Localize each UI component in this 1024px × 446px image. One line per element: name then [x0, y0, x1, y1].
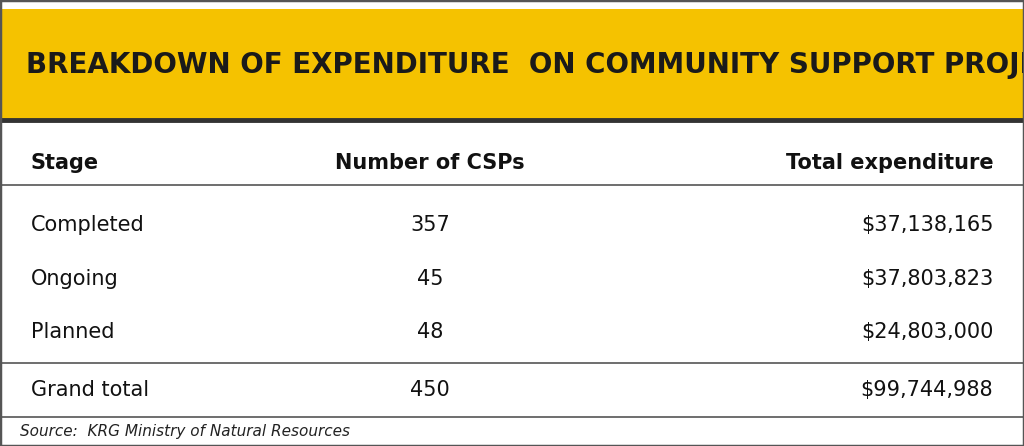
Text: Number of CSPs: Number of CSPs: [335, 153, 525, 173]
Text: Source:  KRG Ministry of Natural Resources: Source: KRG Ministry of Natural Resource…: [20, 424, 350, 439]
Text: Planned: Planned: [31, 322, 115, 342]
Text: Stage: Stage: [31, 153, 99, 173]
Text: Total expenditure: Total expenditure: [785, 153, 993, 173]
Text: $99,744,988: $99,744,988: [860, 380, 993, 400]
Text: 45: 45: [417, 269, 443, 289]
Text: 357: 357: [411, 215, 450, 235]
Text: 48: 48: [417, 322, 443, 342]
Text: $24,803,000: $24,803,000: [861, 322, 993, 342]
Text: BREAKDOWN OF EXPENDITURE  ON COMMUNITY SUPPORT PROJECTS: BREAKDOWN OF EXPENDITURE ON COMMUNITY SU…: [26, 51, 1024, 78]
Text: Ongoing: Ongoing: [31, 269, 119, 289]
Text: $37,803,823: $37,803,823: [861, 269, 993, 289]
Text: Completed: Completed: [31, 215, 144, 235]
Text: Grand total: Grand total: [31, 380, 148, 400]
Text: 450: 450: [411, 380, 450, 400]
FancyBboxPatch shape: [0, 9, 1024, 120]
Text: $37,138,165: $37,138,165: [861, 215, 993, 235]
